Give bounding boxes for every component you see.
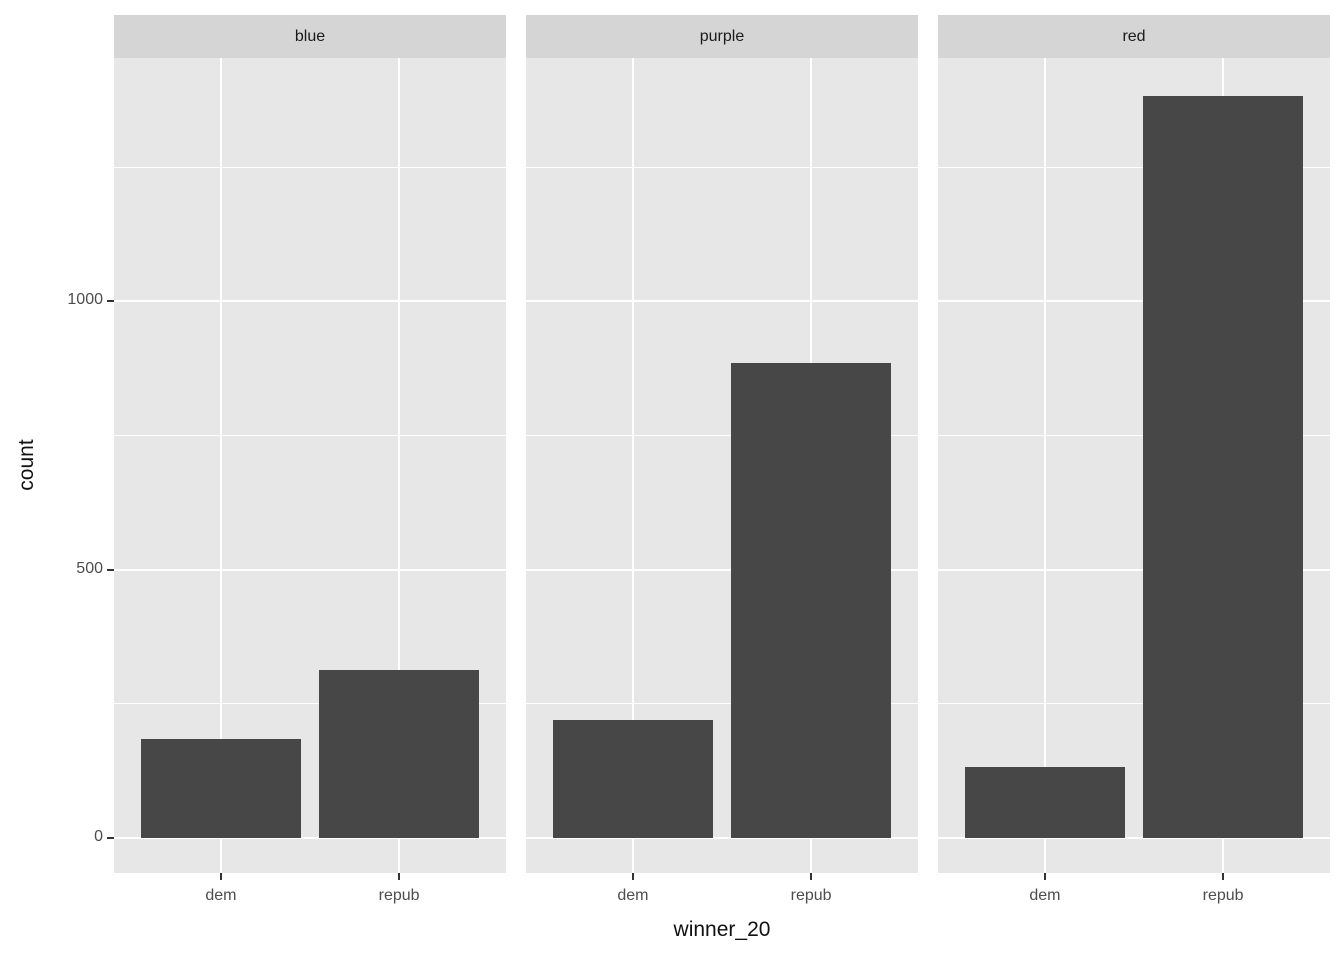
x-tick-label: dem [617,887,649,904]
gridline-major-horizontal [526,300,918,303]
gridline-minor-horizontal [114,434,506,436]
facet-panel [114,58,506,873]
y-axis-title: count [15,439,38,491]
gridline-major-vertical [219,58,222,873]
facet-strip: red [938,15,1330,58]
facet-strip-label: red [1122,27,1146,45]
facet-strip-label: purple [699,27,745,45]
x-tick-label: repub [378,887,420,904]
gridline-major-vertical [1043,58,1046,873]
facet-strip-label: blue [294,27,326,45]
y-tick-mark [107,568,114,571]
y-tick-label: 500 [76,559,103,577]
x-tick-mark [631,873,634,880]
x-axis-title: winner_20 [673,918,771,941]
facet-panel [938,58,1330,873]
gridline-major-horizontal [114,300,506,303]
x-tick-mark [398,873,401,880]
facet-strip: purple [526,15,918,58]
facet-panel [526,58,918,873]
gridline-major-horizontal [938,300,1330,303]
bar-purple-repub [730,363,892,838]
facet-strip: blue [114,15,506,58]
gridline-minor-horizontal [938,166,1330,168]
gridline-minor-horizontal [114,703,506,705]
y-tick-label: 0 [94,827,103,845]
bar-blue-dem [140,739,302,838]
bar-red-repub [1142,96,1304,838]
y-tick-mark [107,300,114,303]
gridline-minor-horizontal [526,703,918,705]
y-tick-label: 1000 [67,291,103,309]
bar-blue-repub [318,670,480,838]
bar-red-dem [964,766,1126,838]
x-tick-mark [219,873,222,880]
gridline-minor-horizontal [526,434,918,436]
x-tick-mark [810,873,813,880]
x-tick-label: dem [1029,887,1061,904]
gridline-major-horizontal [114,836,506,839]
gridline-major-horizontal [938,836,1330,839]
gridline-major-horizontal [114,568,506,571]
gridline-major-vertical [398,58,401,873]
gridline-major-horizontal [938,568,1330,571]
gridline-minor-horizontal [938,703,1330,705]
x-tick-mark [1043,873,1046,880]
bar-purple-dem [552,719,714,838]
gridline-minor-horizontal [938,434,1330,436]
x-tick-label: repub [790,887,832,904]
gridline-minor-horizontal [114,166,506,168]
gridline-major-vertical [631,58,634,873]
gridline-major-horizontal [526,568,918,571]
x-tick-mark [1222,873,1225,880]
x-tick-label: repub [1202,887,1244,904]
gridline-minor-horizontal [526,166,918,168]
gridline-major-horizontal [526,836,918,839]
y-tick-mark [107,836,114,839]
x-tick-label: dem [205,887,237,904]
